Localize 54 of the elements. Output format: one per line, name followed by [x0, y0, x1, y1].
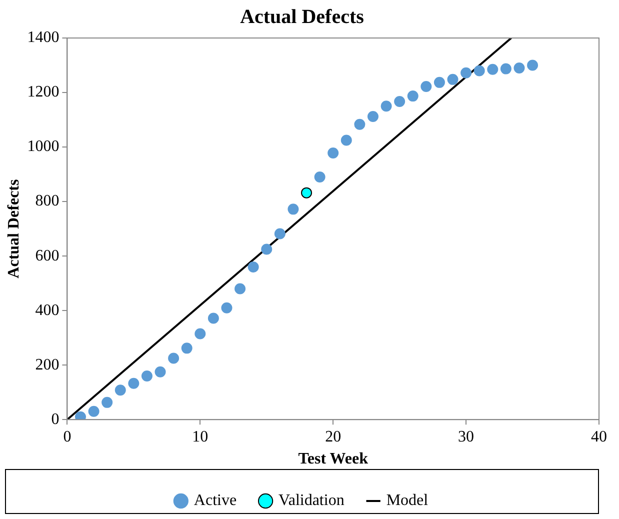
x-tick-label: 20 [325, 428, 342, 446]
point [500, 63, 512, 74]
point [460, 67, 472, 78]
point [514, 62, 525, 74]
point [487, 64, 498, 75]
y-tick-label: 1000 [27, 138, 60, 156]
point [221, 302, 232, 314]
y-tick-label: 600 [35, 247, 60, 264]
point [328, 148, 339, 159]
point [447, 74, 458, 85]
point [367, 111, 378, 122]
y-axis-title: Actual Defects [6, 179, 23, 278]
point [128, 378, 140, 389]
point [340, 134, 352, 146]
point [420, 81, 432, 92]
y-tick-label: 1400 [27, 29, 60, 46]
point [314, 172, 326, 183]
point [407, 90, 418, 102]
legend-label: Active [194, 492, 237, 510]
point [154, 366, 166, 378]
point [194, 328, 206, 340]
y-tick-label: 1200 [27, 84, 60, 101]
point [181, 342, 192, 354]
point [114, 384, 126, 396]
point [74, 411, 86, 420]
point [394, 96, 406, 108]
point [354, 118, 366, 130]
point [301, 187, 312, 198]
x-tick-label: 40 [591, 428, 607, 446]
y-tick-label: 200 [35, 356, 60, 374]
y-tick-label: 0 [51, 410, 60, 428]
y-tick-label: 400 [35, 302, 60, 319]
x-tick-label: 0 [63, 428, 72, 446]
point [474, 65, 485, 76]
x-axis-title: Test Week [298, 450, 368, 468]
legend-label: Model [386, 492, 429, 510]
x-tick-label: 30 [458, 428, 474, 446]
point [527, 60, 538, 71]
point [288, 204, 299, 215]
y-tick-label: 800 [35, 192, 60, 210]
point [141, 370, 152, 382]
point [274, 228, 286, 240]
point [261, 244, 272, 255]
point [248, 261, 259, 272]
point [434, 76, 445, 88]
point [234, 283, 246, 294]
point [168, 352, 180, 364]
point [88, 406, 100, 417]
point [102, 396, 113, 408]
point [208, 312, 219, 324]
x-tick-label: 10 [192, 428, 208, 446]
legend-label: Validation [278, 492, 344, 510]
point [380, 100, 392, 112]
chart-title: Actual Defects [240, 6, 364, 28]
